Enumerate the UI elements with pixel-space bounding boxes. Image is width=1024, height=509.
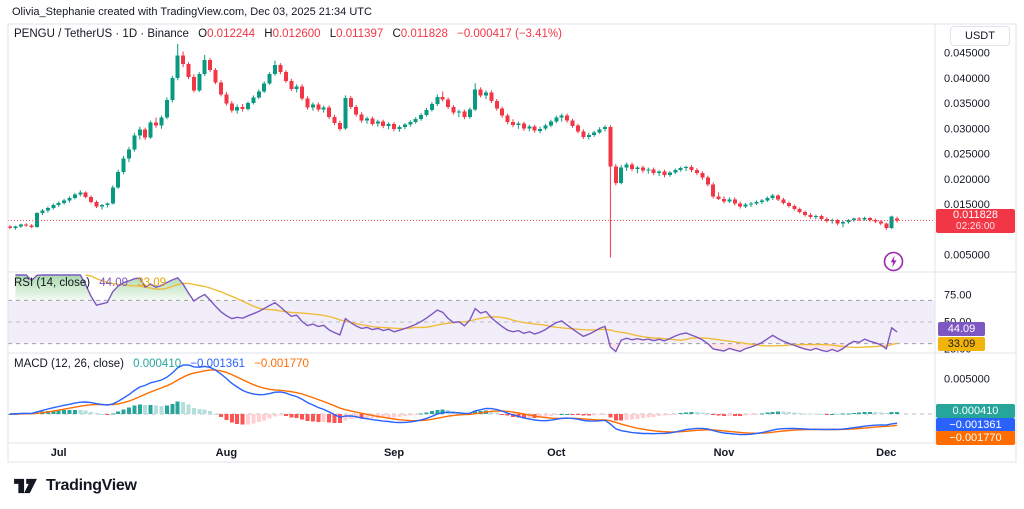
symbol-title: PENGU / TetherUS · 1D · Binance <box>14 28 189 40</box>
rsi-badge: 44.09 <box>938 322 985 336</box>
axis-tick-label: 0.045000 <box>944 48 990 60</box>
currency-unit-button[interactable]: USDT <box>950 26 1010 46</box>
tradingview-logo-text: TradingView <box>46 477 137 494</box>
bar-countdown: 02:26:00 <box>956 221 995 232</box>
time-axis-month-label: Oct <box>547 447 566 459</box>
lightning-icon <box>883 251 904 272</box>
time-axis-month-label: Aug <box>216 447 237 459</box>
macd-line-badge: −0.001361 <box>936 418 1015 432</box>
macd-hist-value: 0.000410 <box>133 358 182 370</box>
time-axis-month-label: Jul <box>51 447 67 459</box>
time-axis-month-label: Dec <box>876 447 896 459</box>
axis-tick-label: 0.015000 <box>944 199 990 211</box>
rsi-legend: RSI (14, close) 44.09 33.09 <box>14 277 166 289</box>
axis-tick-label: 75.00 <box>944 290 972 302</box>
attribution-text: Olivia_Stephanie created with TradingVie… <box>12 6 372 18</box>
last-price-badge: 0.011828 02:26:00 <box>936 209 1015 233</box>
lightning-button[interactable] <box>883 251 904 272</box>
ohlc-low: L0.011397 <box>329 28 384 40</box>
axis-tick-label: 0.025000 <box>944 149 990 161</box>
time-axis-month-label: Sep <box>384 447 404 459</box>
symbol-legend: PENGU / TetherUS · 1D · Binance O0.01224… <box>14 28 562 40</box>
macd-signal-badge: −0.001770 <box>936 431 1015 445</box>
ohlc-close: C0.011828 <box>392 28 448 40</box>
last-price-value: 0.011828 <box>952 209 999 221</box>
tradingview-logo-mark <box>14 478 37 494</box>
rsi-ma-value: 33.09 <box>137 277 167 289</box>
rsi-ma-badge: 33.09 <box>938 337 985 351</box>
macd-legend: MACD (12, 26, close) 0.000410 −0.001361 … <box>14 358 309 370</box>
axis-tick-label: 0.030000 <box>944 123 990 135</box>
rsi-value: 44.09 <box>99 277 129 289</box>
ohlc-high: H0.012600 <box>264 28 321 40</box>
ohlc-open: O0.012244 <box>198 28 256 40</box>
axis-tick-label: 0.020000 <box>944 174 990 186</box>
macd-signal-value: −0.001770 <box>254 358 309 370</box>
change-value: −0.000417 (−3.41%) <box>457 28 562 40</box>
axis-tick-label: 0.035000 <box>944 98 990 110</box>
rsi-title: RSI (14, close) <box>14 277 91 289</box>
axis-tick-label: 0.005000 <box>944 374 990 386</box>
axis-tick-label: 0.040000 <box>944 73 990 85</box>
macd-hist-badge: 0.000410 <box>936 404 1015 418</box>
macd-title: MACD (12, 26, close) <box>14 358 124 370</box>
time-axis-month-label: Nov <box>714 447 736 459</box>
macd-line-value: −0.001361 <box>190 358 245 370</box>
tradingview-logo[interactable]: TradingView <box>12 476 137 496</box>
axis-tick-label: 0.005000 <box>944 250 990 262</box>
